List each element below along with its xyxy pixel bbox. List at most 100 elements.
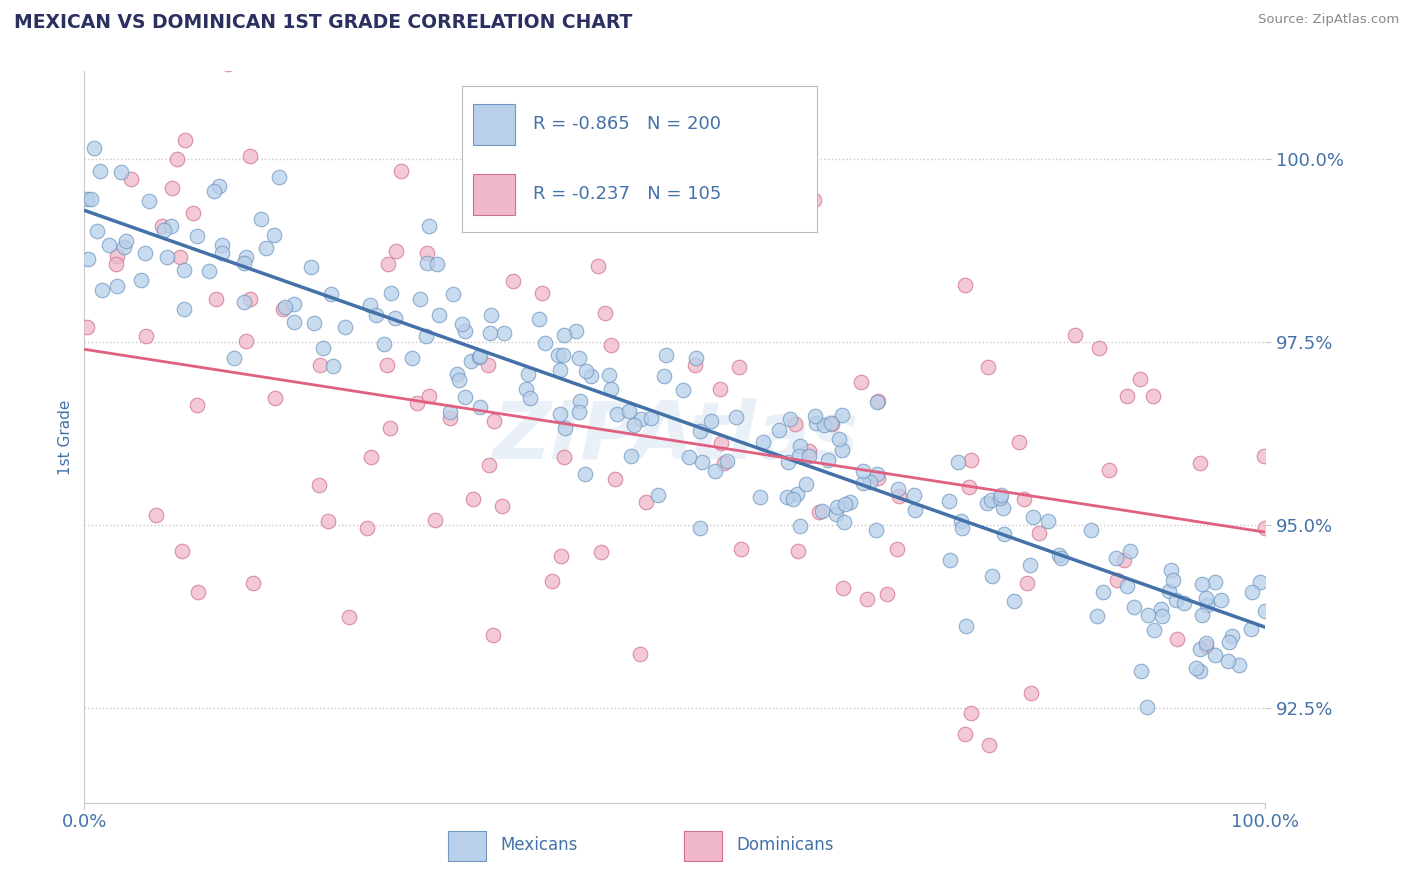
Point: [105, 257, 128, 271]
Point: [1191, 608, 1213, 623]
Point: [960, 706, 983, 721]
Point: [692, 455, 714, 469]
Point: [1136, 700, 1159, 714]
Point: [980, 492, 1002, 507]
Point: [647, 487, 669, 501]
Point: [620, 449, 643, 463]
Point: [299, 260, 322, 274]
Point: [1195, 636, 1218, 650]
Point: [263, 227, 285, 242]
Point: [794, 477, 817, 491]
Point: [186, 398, 208, 412]
Point: [1240, 622, 1263, 636]
Point: [1204, 648, 1226, 662]
Point: [939, 553, 962, 567]
Point: [1022, 510, 1045, 524]
Point: [568, 351, 591, 365]
Point: [519, 391, 541, 405]
Point: [335, 320, 357, 334]
Point: [450, 318, 472, 332]
Point: [1195, 598, 1218, 612]
Point: [439, 405, 461, 419]
Point: [980, 569, 1002, 583]
Point: [887, 482, 910, 496]
Point: [690, 108, 713, 122]
Point: [831, 442, 853, 457]
Point: [804, 416, 827, 430]
Point: [454, 324, 477, 338]
Point: [316, 514, 339, 528]
Point: [77, 252, 100, 266]
Point: [529, 312, 551, 326]
Point: [89, 164, 111, 178]
Point: [172, 543, 194, 558]
Point: [1240, 584, 1263, 599]
Point: [866, 471, 889, 485]
Point: [831, 581, 853, 595]
Point: [725, 409, 748, 424]
Point: [1164, 593, 1187, 607]
Point: [786, 487, 808, 501]
Point: [531, 286, 554, 301]
Point: [1085, 608, 1108, 623]
Point: [1152, 609, 1174, 624]
Point: [834, 497, 856, 511]
Point: [373, 337, 395, 351]
Point: [380, 286, 402, 301]
Point: [274, 301, 297, 315]
Point: [700, 414, 723, 428]
Point: [959, 453, 981, 467]
Point: [207, 179, 229, 194]
Point: [713, 457, 735, 471]
Point: [598, 368, 620, 383]
Point: [239, 149, 262, 163]
Point: [502, 274, 524, 288]
Point: [554, 421, 576, 435]
Point: [1107, 574, 1129, 588]
Point: [160, 181, 183, 195]
Point: [441, 287, 464, 301]
Text: ZIPAtlas: ZIPAtlas: [492, 398, 858, 476]
Point: [283, 297, 305, 311]
Point: [1019, 686, 1042, 700]
Point: [887, 489, 910, 503]
Point: [202, 184, 225, 198]
Point: [903, 488, 925, 502]
Point: [80, 193, 103, 207]
Point: [832, 515, 855, 529]
Point: [304, 316, 326, 330]
Point: [385, 244, 408, 258]
Point: [503, 152, 526, 166]
Point: [166, 153, 188, 167]
Point: [749, 491, 772, 505]
Point: [797, 449, 820, 463]
Point: [211, 238, 233, 252]
Point: [595, 306, 617, 320]
Point: [377, 257, 399, 271]
Point: [415, 245, 437, 260]
Point: [977, 739, 1000, 753]
Point: [586, 259, 609, 273]
Text: Source: ZipAtlas.com: Source: ZipAtlas.com: [1258, 13, 1399, 27]
Point: [976, 496, 998, 510]
Point: [482, 414, 505, 428]
Point: [866, 467, 889, 481]
Point: [1129, 372, 1152, 386]
Point: [957, 480, 980, 494]
Point: [636, 495, 658, 509]
Point: [628, 647, 651, 661]
Point: [460, 354, 482, 368]
Point: [76, 319, 98, 334]
Point: [855, 591, 877, 606]
Point: [1028, 526, 1050, 541]
Point: [803, 409, 825, 423]
Point: [683, 358, 706, 372]
Point: [181, 205, 204, 219]
Point: [418, 219, 440, 233]
Point: [273, 301, 295, 316]
Point: [568, 405, 591, 419]
Point: [115, 234, 138, 248]
Point: [977, 359, 1000, 374]
Point: [426, 257, 449, 271]
Point: [1008, 434, 1031, 449]
